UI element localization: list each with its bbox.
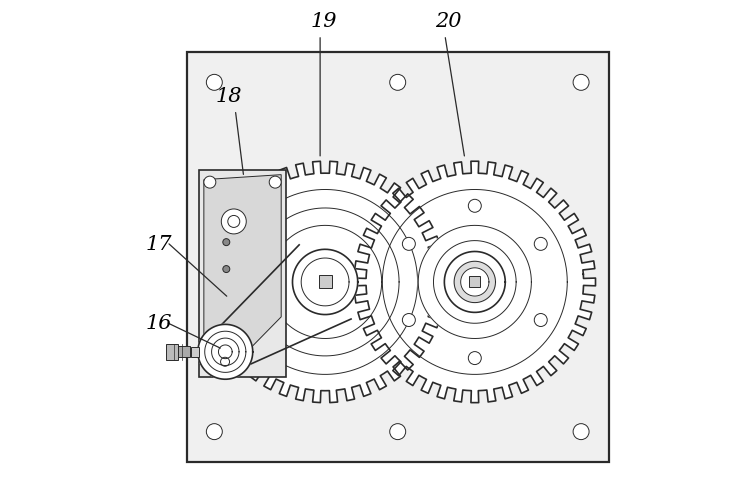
Polygon shape (461, 268, 489, 296)
Circle shape (468, 352, 481, 365)
Circle shape (206, 74, 222, 90)
Circle shape (223, 239, 230, 246)
Polygon shape (445, 251, 505, 312)
Circle shape (206, 249, 222, 265)
Text: 18: 18 (215, 87, 242, 106)
Bar (470, 276, 480, 287)
Circle shape (402, 313, 415, 326)
Circle shape (573, 74, 589, 90)
Polygon shape (354, 161, 596, 403)
Circle shape (573, 424, 589, 440)
Circle shape (535, 238, 547, 250)
Polygon shape (301, 258, 349, 306)
Polygon shape (433, 241, 516, 323)
Polygon shape (205, 161, 445, 403)
Text: 17: 17 (146, 235, 172, 253)
Circle shape (204, 176, 216, 188)
Bar (178, 346, 190, 357)
Polygon shape (292, 250, 358, 314)
Circle shape (228, 216, 240, 228)
Circle shape (270, 176, 281, 188)
Circle shape (223, 265, 230, 272)
Circle shape (204, 358, 216, 370)
Circle shape (468, 199, 481, 212)
Bar (199, 170, 286, 377)
Circle shape (220, 357, 230, 366)
Polygon shape (455, 261, 495, 302)
Bar (191, 347, 199, 357)
Circle shape (535, 313, 547, 326)
Polygon shape (418, 226, 532, 338)
Circle shape (402, 238, 415, 250)
Polygon shape (204, 175, 281, 352)
Bar (319, 275, 331, 288)
Text: 16: 16 (146, 314, 172, 333)
Bar (187, 52, 609, 462)
Text: 19: 19 (310, 12, 337, 31)
Text: 20: 20 (435, 12, 461, 31)
Circle shape (221, 209, 246, 234)
Polygon shape (198, 324, 253, 379)
Circle shape (390, 74, 405, 90)
Circle shape (390, 424, 405, 440)
Circle shape (206, 424, 222, 440)
Bar (166, 344, 178, 360)
